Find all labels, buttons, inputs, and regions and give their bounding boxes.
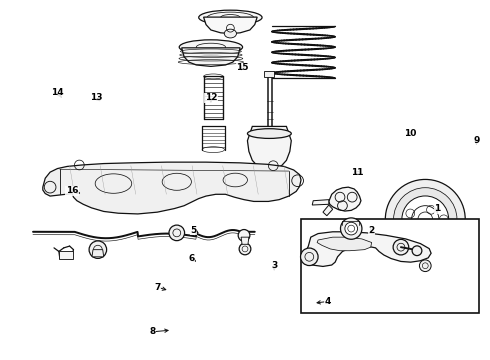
Text: 3: 3 bbox=[271, 261, 277, 270]
Circle shape bbox=[300, 248, 318, 266]
Text: 7: 7 bbox=[154, 283, 161, 292]
Polygon shape bbox=[203, 17, 257, 33]
Polygon shape bbox=[43, 162, 301, 214]
Bar bbox=[301, 219, 479, 312]
Text: 9: 9 bbox=[473, 136, 480, 145]
Polygon shape bbox=[241, 237, 249, 244]
Text: 8: 8 bbox=[149, 327, 155, 336]
Text: 1: 1 bbox=[434, 204, 441, 213]
Ellipse shape bbox=[199, 10, 262, 25]
Polygon shape bbox=[260, 168, 282, 187]
Circle shape bbox=[412, 246, 422, 256]
Circle shape bbox=[238, 230, 250, 241]
Circle shape bbox=[393, 188, 457, 251]
Polygon shape bbox=[59, 251, 74, 258]
Circle shape bbox=[341, 218, 362, 239]
Polygon shape bbox=[92, 249, 104, 257]
Circle shape bbox=[419, 260, 431, 271]
Polygon shape bbox=[182, 48, 240, 66]
Polygon shape bbox=[304, 232, 431, 266]
Text: 14: 14 bbox=[51, 88, 64, 97]
Circle shape bbox=[89, 241, 107, 258]
Polygon shape bbox=[329, 187, 361, 211]
Text: 11: 11 bbox=[351, 168, 363, 177]
Text: 15: 15 bbox=[236, 63, 249, 72]
Polygon shape bbox=[312, 200, 329, 205]
Circle shape bbox=[169, 225, 185, 240]
Polygon shape bbox=[317, 237, 372, 251]
Circle shape bbox=[345, 222, 358, 235]
Bar bbox=[265, 71, 274, 77]
Text: 6: 6 bbox=[188, 254, 195, 263]
Ellipse shape bbox=[224, 29, 237, 38]
Text: 16: 16 bbox=[66, 186, 78, 195]
Circle shape bbox=[402, 196, 449, 243]
Ellipse shape bbox=[247, 129, 291, 139]
Circle shape bbox=[385, 179, 465, 259]
Text: 4: 4 bbox=[325, 297, 331, 306]
Polygon shape bbox=[323, 205, 333, 216]
Text: 13: 13 bbox=[90, 93, 102, 102]
Circle shape bbox=[393, 239, 409, 255]
Circle shape bbox=[239, 243, 251, 255]
Text: 10: 10 bbox=[404, 129, 417, 138]
Polygon shape bbox=[247, 126, 291, 168]
Text: 2: 2 bbox=[368, 225, 375, 234]
Text: 5: 5 bbox=[191, 225, 197, 234]
Ellipse shape bbox=[179, 40, 243, 54]
Text: 12: 12 bbox=[205, 93, 217, 102]
